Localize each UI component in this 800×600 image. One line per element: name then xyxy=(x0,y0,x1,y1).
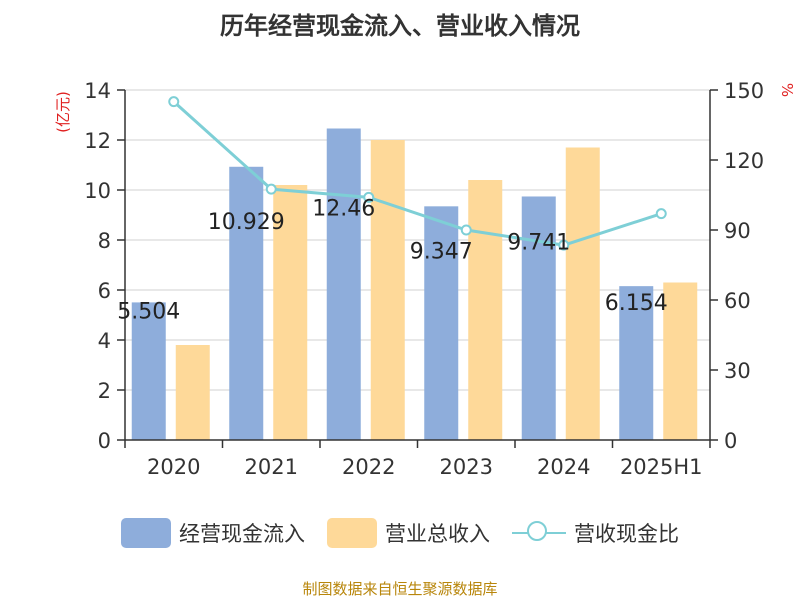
ratio-point xyxy=(655,208,667,220)
ratio-line xyxy=(172,100,662,247)
y-left-tick-label: 8 xyxy=(98,229,111,253)
y-right-tick-label: 120 xyxy=(724,149,764,173)
bar-cash-inflow xyxy=(229,166,264,440)
bar-revenue xyxy=(565,147,600,440)
legend-label-revenue: 营业总收入 xyxy=(385,522,490,546)
data-label-cash-inflow: 6.154 xyxy=(605,291,668,316)
bar-revenue xyxy=(175,345,210,440)
bar-series xyxy=(131,128,698,440)
y-left-tick-label: 0 xyxy=(98,429,111,453)
source-note: 制图数据来自恒生聚源数据库 xyxy=(302,580,498,598)
legend-swatch-ratio xyxy=(512,518,566,548)
y-right-tick-label: 150 xyxy=(724,79,764,103)
data-label-cash-inflow: 9.741 xyxy=(507,230,570,255)
y-left-tick-label: 4 xyxy=(98,329,111,353)
data-labels: 5.504 10.929 12.46 9.347 9.741 6.154 xyxy=(117,197,667,325)
data-label-cash-inflow: 12.46 xyxy=(312,197,375,222)
data-label-cash-inflow: 9.347 xyxy=(410,239,473,264)
legend-item-ratio[interactable]: 营收现金比 xyxy=(512,518,679,548)
legend-swatch-cash-inflow xyxy=(121,518,171,548)
data-label-cash-inflow: 10.929 xyxy=(208,210,285,235)
x-tick-label: 2023 xyxy=(440,455,493,479)
legend-swatch-revenue xyxy=(327,518,377,548)
y-right-tick-label: 30 xyxy=(724,359,751,383)
y-left-unit-label: (亿元) xyxy=(54,91,72,133)
y-left-tick-label: 2 xyxy=(98,379,111,403)
ratio-point xyxy=(168,96,180,108)
x-tick-label: 2025H1 xyxy=(620,455,703,479)
data-label-cash-inflow: 5.504 xyxy=(117,299,180,324)
ratio-line-series xyxy=(168,96,667,251)
y-right-tick-label: 90 xyxy=(724,219,751,243)
bar-cash-inflow xyxy=(131,302,166,440)
y-right-tick-label: 0 xyxy=(724,429,737,453)
y-left-tick-label: 10 xyxy=(84,179,111,203)
y-right-tick-label: 60 xyxy=(724,289,751,313)
x-tick-label: 2020 xyxy=(147,455,200,479)
bar-revenue xyxy=(370,140,405,440)
y-left-tick-label: 14 xyxy=(84,79,111,103)
y-left-tick-label: 12 xyxy=(84,129,111,153)
x-tick-label: 2024 xyxy=(537,455,590,479)
bar-cash-inflow xyxy=(326,128,361,440)
legend-item-revenue[interactable]: 营业总收入 xyxy=(327,518,490,548)
legend: 经营现金流入 营业总收入 营收现金比 xyxy=(0,518,800,548)
chart-title: 历年经营现金流入、营业收入情况 xyxy=(220,12,580,40)
bar-revenue xyxy=(663,282,698,440)
legend-label-ratio: 营收现金比 xyxy=(574,522,679,546)
axes: 0 2 4 6 8 10 12 14 0 30 60 90 120 150 2020 2021 2022 2023… xyxy=(54,79,796,479)
ratio-point xyxy=(265,183,277,195)
legend-label-cash-inflow: 经营现金流入 xyxy=(179,522,305,546)
legend-item-cash-inflow[interactable]: 经营现金流入 xyxy=(121,518,305,548)
ratio-point xyxy=(363,191,375,203)
bar-revenue xyxy=(468,180,503,440)
bar-revenue xyxy=(273,185,308,440)
ratio-point xyxy=(460,224,472,236)
bar-cash-inflow xyxy=(424,206,459,440)
ratio-point xyxy=(558,239,570,251)
y-left-tick-label: 6 xyxy=(98,279,111,303)
x-tick-label: 2022 xyxy=(342,455,395,479)
y-right-unit-label: % xyxy=(778,83,796,97)
bar-cash-inflow xyxy=(619,286,654,440)
x-tick-label: 2021 xyxy=(245,455,298,479)
bar-cash-inflow xyxy=(521,196,556,440)
